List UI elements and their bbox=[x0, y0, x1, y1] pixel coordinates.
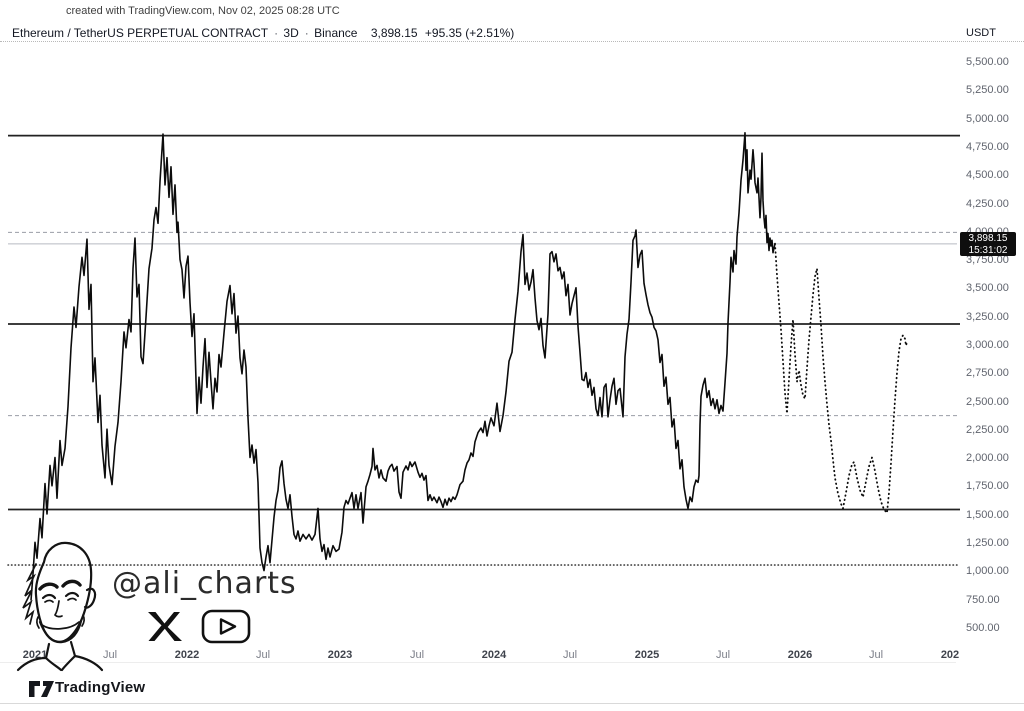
quote-currency-label: USDT bbox=[966, 27, 996, 39]
wing-scribble bbox=[22, 563, 37, 625]
horizontal-level-lines bbox=[7, 134, 961, 566]
chart-header: Ethereum / TetherUS PERPETUAL CONTRACT · … bbox=[12, 26, 518, 40]
teeth-line bbox=[41, 621, 80, 630]
y-axis-label: 5,000.00 bbox=[966, 112, 1009, 125]
price-tag-countdown: 15:31:02 bbox=[968, 244, 1008, 256]
x-axis-label: 2021 bbox=[22, 649, 48, 661]
x-logo-icon bbox=[148, 612, 182, 641]
y-axis-label: 5,500.00 bbox=[966, 56, 1009, 69]
x-axis-label: Jul bbox=[562, 649, 578, 661]
y-axis-label: 3,250.00 bbox=[966, 310, 1009, 323]
time-axis-divider bbox=[0, 662, 956, 663]
header-separator: · bbox=[274, 26, 279, 40]
x-axis-label: 2025 bbox=[634, 649, 660, 661]
left-eye bbox=[41, 593, 57, 600]
y-axis-label: 3,000.00 bbox=[966, 339, 1009, 351]
price-change: +95.35 (+2.51%) bbox=[424, 26, 515, 40]
mouth bbox=[38, 619, 83, 644]
y-axis-label: 2,750.00 bbox=[966, 367, 1009, 380]
x-axis-label: 2026 bbox=[787, 649, 813, 661]
y-axis-label: 3,750.00 bbox=[966, 254, 1009, 267]
projected-path-hand-drawn bbox=[774, 242, 908, 514]
left-eye-lid bbox=[44, 599, 54, 603]
tradingview-logo-icon bbox=[29, 681, 54, 697]
y-axis-label: 2,500.00 bbox=[966, 395, 1009, 408]
y-axis-label: 2,000.00 bbox=[966, 452, 1009, 465]
footer-divider bbox=[0, 703, 1024, 704]
x-axis-label: Jul bbox=[102, 649, 118, 661]
exchange-label: Binance bbox=[314, 26, 358, 40]
right-eye-lid bbox=[67, 597, 77, 601]
x-axis-label: Jul bbox=[715, 649, 731, 661]
interval-label: 3D bbox=[283, 26, 299, 40]
x-axis-label: Jul bbox=[409, 649, 425, 661]
y-axis-label: 1,250.00 bbox=[966, 536, 1009, 549]
ear bbox=[83, 587, 97, 609]
watermark-handle: @ali_charts bbox=[112, 566, 297, 601]
x-axis-label: Jul bbox=[868, 649, 884, 661]
y-axis-label: 750.00 bbox=[966, 593, 1000, 606]
header-separator: · bbox=[304, 26, 309, 40]
y-axis-label: 5,250.00 bbox=[966, 84, 1009, 97]
y-axis-label: 1,500.00 bbox=[966, 508, 1009, 521]
price-series bbox=[30, 132, 908, 601]
right-eyebrow bbox=[61, 579, 82, 588]
x-axis-label: Jul bbox=[255, 649, 271, 661]
youtube-icon bbox=[201, 609, 251, 644]
price-tag-value: 3,898.15 bbox=[968, 233, 1008, 245]
last-price: 3,898.15 bbox=[370, 26, 418, 40]
y-axis-label: 3,500.00 bbox=[966, 282, 1009, 295]
symbol-title: Ethereum / TetherUS PERPETUAL CONTRACT bbox=[12, 26, 269, 40]
smile-folds bbox=[36, 614, 85, 629]
header-divider bbox=[0, 41, 1024, 42]
x-axis-label: 2023 bbox=[327, 649, 353, 661]
nose bbox=[54, 600, 63, 618]
y-axis-label: 1,750.00 bbox=[966, 480, 1009, 493]
ethusdt-price-history bbox=[30, 132, 776, 601]
price-tag: 3,898.15 15:31:02 bbox=[960, 232, 1016, 257]
attribution-text: created with TradingView.com, Nov 02, 20… bbox=[66, 5, 340, 17]
head-outline bbox=[34, 541, 93, 643]
y-axis-label: 4,250.00 bbox=[966, 197, 1009, 210]
footer-brand-text: TradingView bbox=[55, 679, 146, 696]
x-axis-label: 2024 bbox=[481, 649, 507, 661]
right-eye bbox=[64, 591, 80, 598]
y-axis-label: 500.00 bbox=[966, 621, 1000, 634]
y-axis-label: 1,000.00 bbox=[966, 565, 1009, 578]
x-axis-label: 2022 bbox=[174, 649, 200, 661]
y-axis-label: 4,750.00 bbox=[966, 141, 1009, 154]
x-axis-label: 202 bbox=[940, 649, 960, 661]
left-eyebrow bbox=[38, 582, 59, 591]
y-axis-label: 4,500.00 bbox=[966, 169, 1009, 182]
y-axis-label: 2,250.00 bbox=[966, 423, 1009, 436]
